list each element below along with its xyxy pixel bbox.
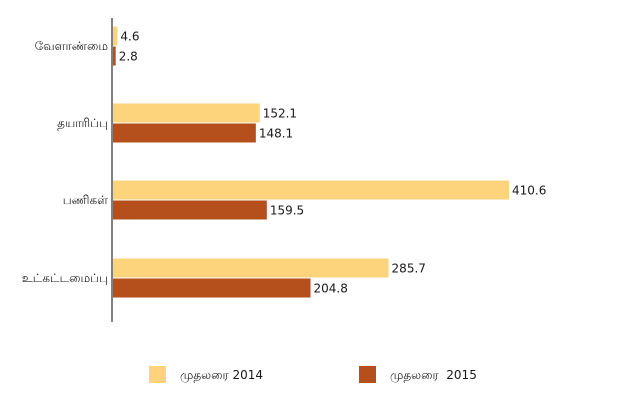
value-label: 159.5 — [270, 204, 304, 218]
value-label: 152.1 — [263, 107, 297, 121]
value-label: 2.8 — [119, 50, 138, 64]
category-labels-group: வேளாண்மை தயாரிப்பு பணிகள் உட்கட்டமைப்பு — [22, 39, 108, 285]
legend-swatch-series-2 — [359, 366, 376, 383]
legend-swatch-series-1 — [149, 366, 166, 383]
legend-label-series-2: முதலரை 2015 — [390, 368, 477, 383]
value-label: 4.6 — [120, 30, 139, 44]
category-label: பணிகள் — [63, 193, 108, 207]
value-label: 285.7 — [392, 262, 426, 276]
bar-series-1 — [113, 103, 260, 123]
legend-label-series-1: முதலரை 2014 — [180, 368, 263, 383]
bar-series-1 — [113, 180, 510, 200]
legend: முதலரை 2014 முதலரை 2015 — [149, 366, 477, 383]
bar-series-1 — [113, 26, 118, 46]
bar-series-2 — [113, 123, 256, 143]
value-labels-group: 4.6 2.8 152.1 148.1 410.6 159.5 285.7 204.8 — [119, 30, 547, 296]
category-label: தயாரிப்பு — [57, 116, 108, 130]
bar-series-2 — [113, 46, 116, 66]
value-label: 410.6 — [512, 184, 546, 198]
value-label: 204.8 — [314, 282, 348, 296]
bar-series-2 — [113, 200, 267, 220]
bar-series-1 — [113, 258, 389, 278]
bars-group — [113, 26, 510, 298]
category-label: வேளாண்மை — [35, 39, 108, 53]
value-label: 148.1 — [259, 127, 293, 141]
category-label: உட்கட்டமைப்பு — [22, 271, 108, 285]
bar-series-2 — [113, 278, 311, 298]
